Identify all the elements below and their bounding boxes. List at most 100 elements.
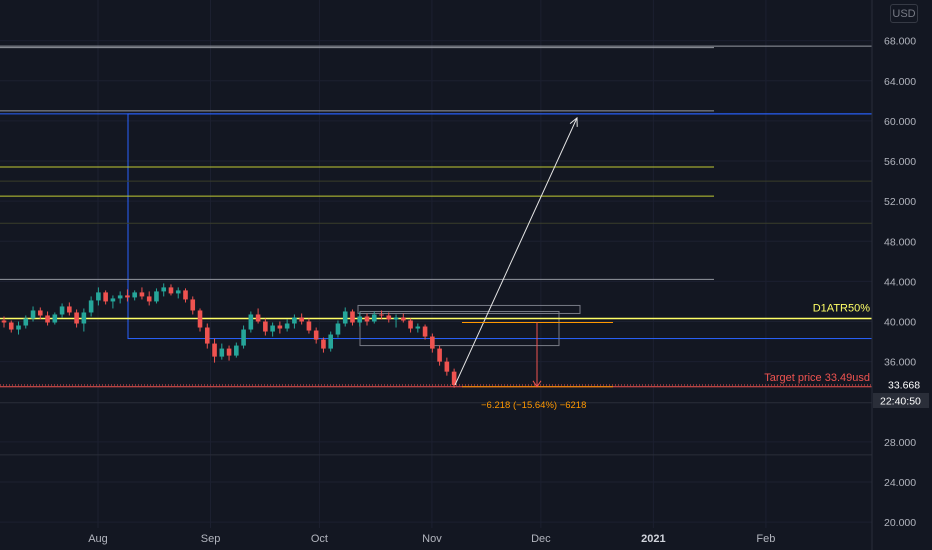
candle-body [154, 291, 159, 302]
candle-body [30, 310, 36, 319]
time-axis-ticks: Aug Sep Oct Nov Dec 2021 Feb [88, 533, 775, 545]
measure-arrowhead [532, 380, 542, 388]
candle [59, 303, 65, 318]
current-price-value: 33.668 [888, 380, 920, 392]
countdown-timer: 22:40:50 [880, 396, 921, 408]
candle-body [212, 343, 217, 357]
price-tick-label: 28.000 [884, 437, 916, 449]
candle-body [328, 334, 333, 349]
candle [277, 321, 283, 334]
price-tick-label: 68.000 [884, 36, 916, 48]
price-tick-label: 36.000 [884, 357, 916, 369]
candle [379, 310, 384, 320]
time-tick-label: Aug [88, 533, 108, 545]
candle [139, 287, 145, 300]
candle [284, 319, 290, 332]
drawings-front: −6.218 (−15.64%) −6218 D1ATR50% Target p… [454, 116, 870, 411]
candle-body [23, 318, 29, 326]
candle [335, 320, 341, 338]
candle [444, 357, 450, 376]
candle [45, 311, 50, 326]
candle-body [270, 325, 275, 332]
candle [67, 302, 72, 316]
candle-body [146, 296, 152, 302]
candle-body [234, 345, 239, 356]
candle [197, 308, 203, 332]
candle [313, 327, 319, 344]
candle-body [117, 295, 123, 299]
candle [437, 345, 442, 366]
candle-body [284, 323, 290, 329]
candle [328, 331, 333, 352]
measure-label: −6.218 (−15.64%) −6218 [481, 400, 586, 411]
candle [451, 368, 457, 388]
candle [357, 312, 363, 327]
time-tick-label: 2021 [641, 533, 665, 545]
candle-body [437, 348, 442, 362]
candle-body [393, 317, 399, 320]
price-tick-label: 64.000 [884, 76, 916, 88]
currency-unit-button[interactable]: USD [890, 4, 918, 23]
time-tick-label: Feb [756, 533, 775, 545]
candle [204, 323, 210, 349]
candle-body [371, 314, 377, 322]
candle-body [125, 295, 130, 298]
candle-body [204, 327, 210, 344]
price-tick-label: 40.000 [884, 317, 916, 329]
candle-body [110, 298, 116, 302]
candle-body [59, 306, 65, 315]
candle-body [52, 314, 58, 323]
candle-body [350, 311, 355, 323]
candle-body [408, 320, 413, 329]
consolidation-box-upper[interactable] [357, 304, 581, 314]
candle-body [190, 299, 196, 311]
candle-body [321, 339, 326, 349]
target-price-label: Target price 33.49usd [764, 372, 870, 384]
candle-body [161, 287, 167, 292]
candle [430, 333, 435, 353]
candle [364, 313, 370, 326]
candle-body [74, 312, 79, 324]
candle [226, 345, 232, 361]
candle-body [386, 315, 392, 320]
candle-body [45, 315, 50, 323]
candle [88, 296, 94, 317]
candle-body [226, 348, 232, 356]
current-price-badge [873, 377, 929, 392]
candle-body [444, 361, 450, 372]
candle [393, 314, 399, 328]
candle [401, 313, 406, 323]
candle [30, 306, 36, 322]
range-rectangle[interactable] [127, 113, 873, 340]
candle [219, 343, 225, 360]
candle [306, 318, 312, 334]
candle [16, 321, 21, 335]
candle [125, 289, 130, 302]
candle [23, 315, 29, 329]
grid [0, 0, 872, 528]
projection-arrow[interactable] [454, 117, 578, 386]
candle [371, 311, 377, 324]
consolidation-box-lower[interactable] [359, 310, 560, 347]
candle-body [103, 292, 108, 302]
time-tick-label: Sep [201, 533, 221, 545]
time-tick-label: Nov [422, 533, 442, 545]
candle [96, 287, 101, 306]
candle-body [255, 314, 261, 322]
candle [168, 284, 174, 296]
candle [422, 324, 428, 340]
candle-body [335, 323, 341, 335]
candles [1, 283, 457, 388]
candle [8, 320, 14, 333]
candle-body [292, 317, 297, 324]
candle-body [277, 325, 283, 329]
candle [81, 308, 87, 332]
horizontal-levels [0, 45, 872, 456]
atr-label: D1ATR50% [813, 302, 870, 314]
candle-body [342, 311, 348, 324]
candle [342, 307, 348, 327]
candle-body [1, 320, 7, 323]
price-tick-label: 24.000 [884, 477, 916, 489]
candle-body [38, 310, 43, 316]
